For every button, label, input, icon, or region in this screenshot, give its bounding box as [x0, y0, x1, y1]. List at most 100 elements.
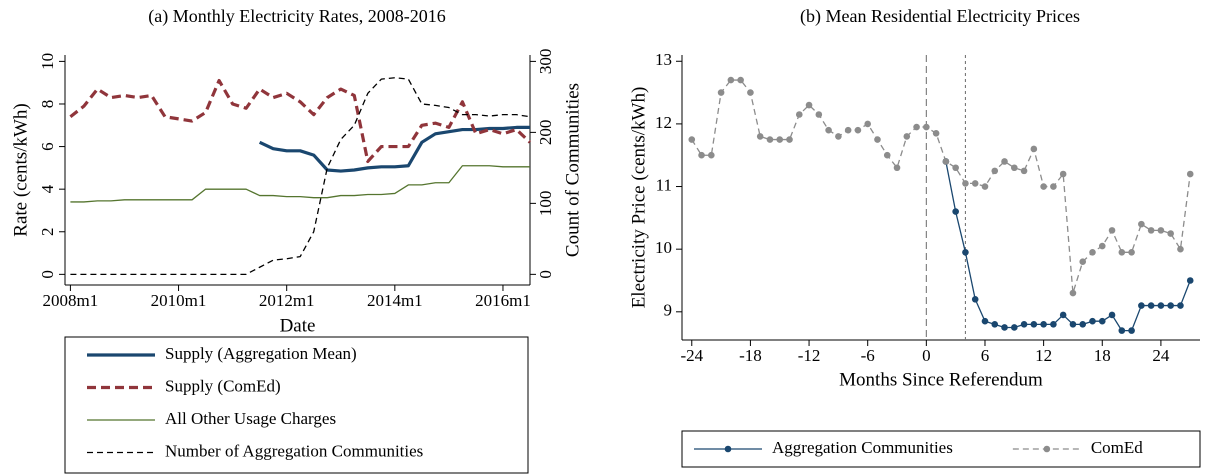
point [1157, 302, 1165, 309]
y2-tick-label: 300 [536, 49, 555, 74]
x-tick-label: 18 [1094, 346, 1111, 365]
legend-box [681, 430, 1201, 468]
point [854, 126, 862, 134]
x-tick-label: -12 [798, 346, 821, 365]
point [805, 101, 813, 109]
series-line [258, 125, 530, 173]
legend-label: Number of Aggregation Communities [165, 441, 423, 460]
point [874, 136, 881, 143]
point [1138, 302, 1145, 309]
y-tick-label: 2 [38, 228, 57, 237]
point [1059, 170, 1067, 178]
point [1177, 245, 1184, 253]
point [1020, 167, 1028, 175]
series-line [691, 79, 1191, 294]
point [1050, 321, 1057, 328]
point [981, 317, 989, 325]
point [737, 76, 744, 84]
legend-box [64, 336, 529, 474]
point [1186, 277, 1194, 284]
point [835, 133, 842, 140]
point [1001, 158, 1008, 165]
legend-label: ComEd [1091, 438, 1143, 457]
y-tick-label: 6 [38, 142, 57, 151]
point [1098, 317, 1106, 325]
point [991, 321, 999, 328]
point [688, 136, 696, 143]
point [1098, 242, 1106, 250]
y-tick-label: 9 [664, 301, 673, 320]
point [962, 249, 969, 256]
legend-marker [1043, 445, 1051, 453]
point [1147, 227, 1155, 234]
point [1001, 324, 1008, 331]
x-axis-title: Date [280, 315, 316, 336]
legend-marker [724, 445, 732, 453]
point [1040, 183, 1047, 190]
y2-tick-label: 100 [536, 191, 555, 217]
y2-tick-label: 200 [536, 120, 555, 146]
x-tick-label: 2012m1 [259, 291, 315, 310]
point [1108, 227, 1116, 234]
point [1069, 289, 1077, 297]
point [1050, 183, 1057, 190]
point [864, 120, 871, 128]
point [952, 164, 959, 172]
point [1128, 249, 1135, 256]
x-tick-label: 0 [922, 346, 931, 365]
y-tick-label: 13 [655, 50, 672, 69]
chart-title: (b) Mean Residential Electricity Prices [800, 6, 1080, 27]
point [727, 76, 735, 84]
point [991, 167, 999, 175]
x-tick-label: 6 [981, 346, 990, 365]
point [1089, 317, 1096, 325]
point [844, 126, 852, 134]
series-line [70, 77, 531, 275]
point [952, 208, 959, 215]
legend-label: All Other Usage Charges [165, 409, 336, 428]
y-tick-label: 10 [38, 53, 57, 70]
y-tick-label: 8 [38, 100, 57, 109]
chart-title: (a) Monthly Electricity Rates, 2008-2016 [148, 6, 445, 27]
point [1128, 327, 1135, 334]
point [883, 151, 891, 159]
point [981, 183, 989, 190]
x-tick-label: 2014m1 [367, 291, 423, 310]
point [1069, 321, 1077, 328]
point [942, 158, 950, 165]
point [1186, 170, 1194, 178]
point [1108, 311, 1116, 319]
x-tick-label: -18 [739, 346, 762, 365]
point [1011, 164, 1018, 172]
point [1030, 145, 1038, 153]
x-tick-label: 2010m1 [151, 291, 207, 310]
point [1079, 321, 1087, 328]
y-tick-label: 10 [655, 238, 672, 257]
point [1011, 324, 1018, 331]
point [717, 89, 725, 96]
point [923, 123, 930, 131]
point [815, 111, 823, 118]
point [1059, 311, 1067, 319]
legend-label: Supply (Aggregation Mean) [165, 344, 357, 363]
point [776, 136, 784, 143]
y-tick-label: 4 [38, 184, 57, 193]
point [1157, 227, 1165, 234]
point [756, 133, 764, 140]
point [971, 180, 979, 187]
point [1167, 302, 1174, 309]
legend-label: Aggregation Communities [772, 438, 953, 457]
x-tick-label: 2016m1 [475, 291, 531, 310]
point [698, 151, 705, 159]
point [1147, 302, 1155, 309]
point [1177, 302, 1184, 309]
point [1079, 258, 1087, 266]
point [766, 136, 774, 143]
y-axis-title: Rate (cents/kWh) [10, 103, 31, 236]
y2-tick-label: 0 [536, 270, 555, 279]
point [903, 133, 911, 140]
legend-label: Supply (ComEd) [165, 376, 281, 395]
point [825, 126, 832, 134]
point [1030, 321, 1038, 328]
